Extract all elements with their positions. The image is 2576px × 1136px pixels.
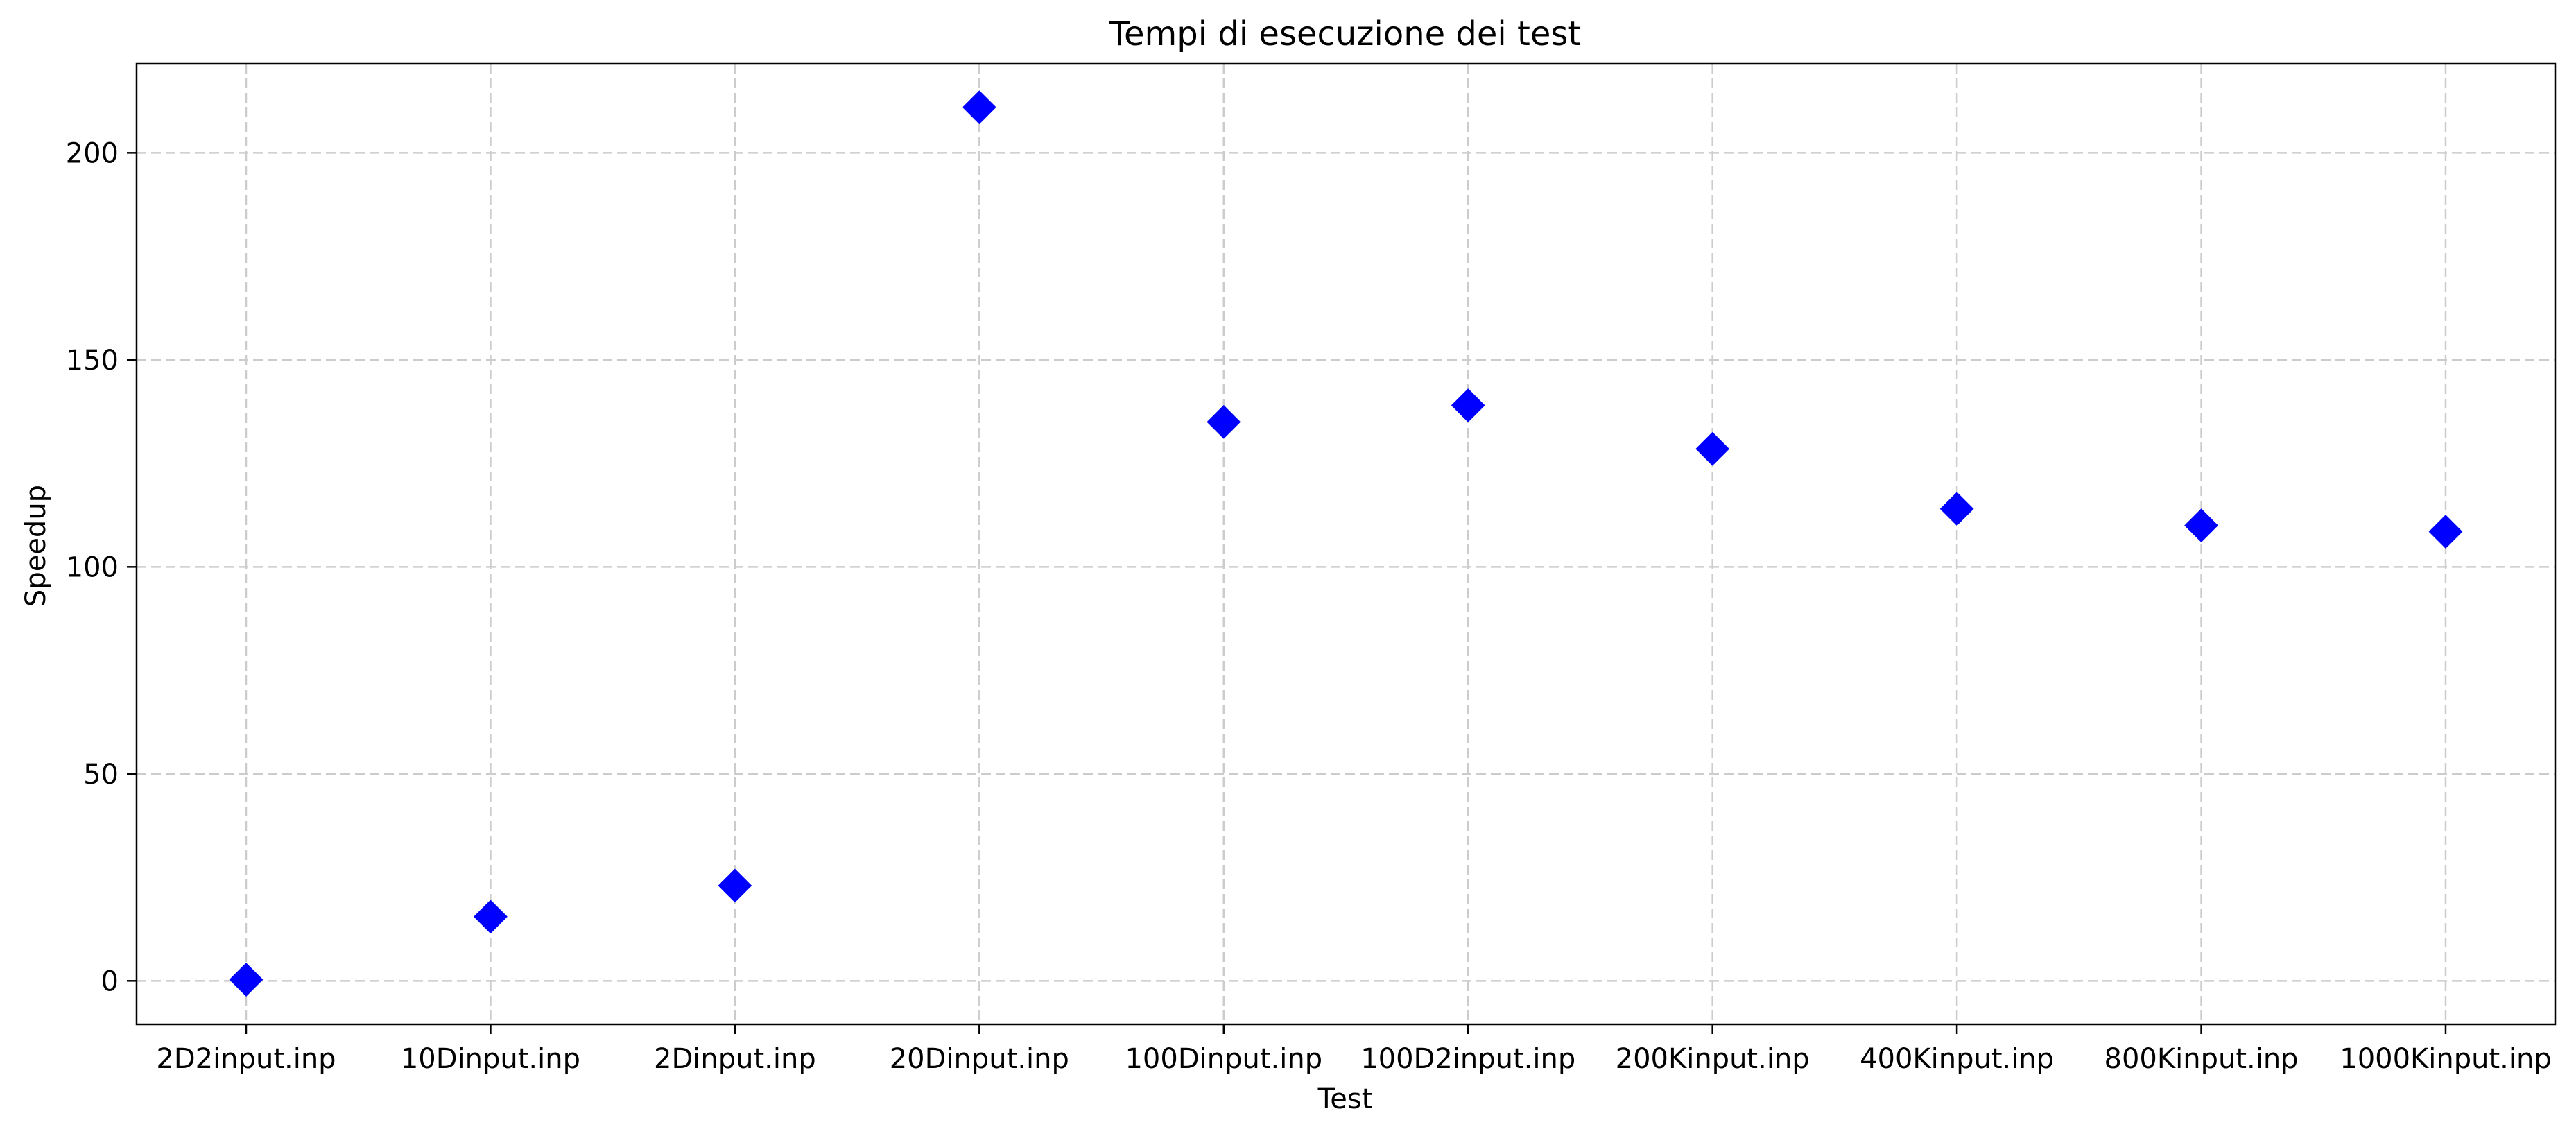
- chart-title: Tempi di esecuzione dei test: [1109, 15, 1581, 53]
- x-tick-label: 400Kinput.inp: [1860, 1043, 2054, 1075]
- x-tick-label: 2Dinput.inp: [654, 1043, 816, 1075]
- data-point-marker: [1451, 388, 1485, 422]
- data-point-marker: [718, 868, 752, 903]
- y-axis-label: Speedup: [20, 485, 52, 607]
- data-point-marker: [229, 963, 263, 997]
- x-tick-label: 800Kinput.inp: [2104, 1043, 2299, 1075]
- y-tick-label: 100: [66, 551, 119, 583]
- x-tick-label: 200Kinput.inp: [1616, 1043, 1810, 1075]
- data-point-marker: [474, 900, 508, 934]
- x-tick-label: 1000Kinput.inp: [2340, 1043, 2552, 1075]
- x-tick-label: 100Dinput.inp: [1125, 1043, 1322, 1075]
- data-point-marker: [962, 90, 996, 125]
- data-point-marker: [1939, 492, 1974, 526]
- x-tick-label: 2D2input.inp: [156, 1043, 336, 1075]
- data-point-marker: [2428, 515, 2463, 549]
- y-tick-label: 200: [66, 137, 119, 169]
- data-point-marker: [2184, 508, 2218, 543]
- y-tick-label: 50: [83, 759, 119, 791]
- x-axis-label: Test: [1317, 1083, 1373, 1115]
- plot-area-frame: [135, 62, 2557, 1026]
- y-tick-label: 0: [101, 965, 119, 997]
- grid-lines: [137, 64, 2555, 1024]
- x-tick-label: 100D2input.inp: [1360, 1043, 1575, 1075]
- data-point-marker: [1207, 404, 1241, 439]
- y-tick-label: 150: [66, 345, 119, 377]
- data-points: [229, 90, 2463, 997]
- x-tick-label: 10Dinput.inp: [401, 1043, 580, 1075]
- axis-ticks: 2D2input.inp 10Dinput.inp 2Dinput.inp 20Din…: [66, 137, 2552, 1075]
- data-point-marker: [1695, 431, 1730, 466]
- x-tick-label: 20Dinput.inp: [890, 1043, 1069, 1075]
